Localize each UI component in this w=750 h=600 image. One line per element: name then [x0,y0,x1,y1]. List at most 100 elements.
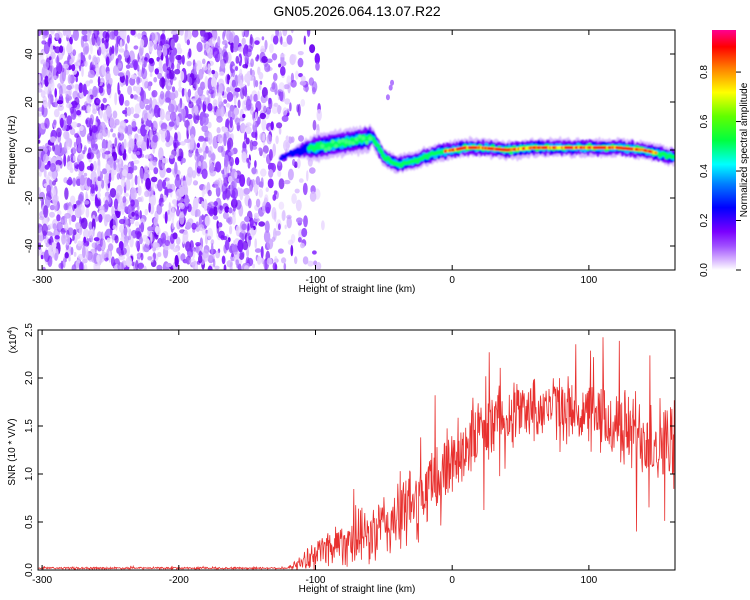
noise-blob [78,161,85,172]
noise-blob [255,198,261,208]
noise-blob [124,206,129,213]
noise-blob [182,229,189,241]
noise-blob [180,174,184,187]
noise-blob [102,168,108,175]
noise-blob [187,125,191,135]
noise-blob [38,88,43,93]
noise-blob [74,206,82,219]
noise-blob [148,103,153,114]
noise-blob [65,234,71,246]
noise-blob [217,36,221,47]
noise-blob [174,161,178,175]
noise-blob [171,218,175,230]
noise-blob [287,239,294,246]
noise-blob [273,102,279,107]
noise-blob [229,156,234,167]
noise-blob [203,150,207,160]
noise-blob [127,85,133,96]
noise-blob [194,105,199,116]
noise-blob [258,72,264,80]
noise-blob [234,171,238,179]
noise-blob [161,128,167,139]
noise-blob [106,50,109,55]
noise-blob [190,134,195,145]
noise-blob [38,139,41,144]
noise-blob [266,58,273,64]
noise-blob [253,212,260,219]
noise-blob [279,53,286,58]
noise-blob [259,112,266,120]
noise-blob [309,167,316,174]
noise-blob [116,36,119,48]
noise-blob [160,232,167,244]
noise-blob [172,199,178,205]
noise-blob [89,192,97,202]
noise-blob [72,30,79,41]
noise-blob [187,166,194,178]
figure-title: GN05.2026.064.13.07.R22 [273,3,441,19]
noise-blob [300,99,306,107]
noise-blob [49,136,57,143]
noise-blob [217,145,224,153]
noise-blob [139,39,145,48]
noise-blob [247,161,251,169]
noise-blob [150,232,153,244]
noise-blob [64,30,72,38]
y-tick-label: 2.0 [24,371,35,385]
noise-blob [286,216,292,229]
noise-blob [113,30,119,37]
noise-blob [88,229,93,239]
ridge-cell [279,157,284,161]
noise-blob [261,118,267,131]
noise-blob [81,105,87,111]
noise-blob [167,209,170,215]
noise-blob [131,211,135,217]
noise-blob [195,263,198,270]
noise-blob [156,264,163,270]
noise-blob [70,195,76,205]
noise-blob [204,76,209,89]
noise-blob [299,80,307,86]
noise-blob [264,220,270,233]
noise-blob [193,78,197,91]
noise-blob [47,74,54,85]
noise-blob [143,265,147,270]
noise-blob [119,39,123,49]
noise-blob [96,191,101,199]
noise-blob [48,56,52,61]
ridge-core-cell [344,139,349,144]
noise-blob [56,127,62,138]
noise-blob [274,230,281,236]
noise-blob [315,262,322,270]
noise-blob [49,211,55,218]
noise-blob [98,205,105,211]
noise-blob [85,207,90,218]
noise-blob [63,203,68,211]
noise-blob [237,263,242,270]
noise-blob [205,145,209,154]
noise-blob [213,201,218,207]
noise-blob [121,177,126,188]
noise-blob [72,155,76,162]
noise-blob [176,116,180,126]
noise-blob [273,72,278,82]
noise-blob [213,258,216,268]
noise-blob [222,39,227,44]
noise-blob [196,142,200,148]
noise-blob [287,168,294,181]
noise-blob [44,164,50,170]
noise-blob [53,119,57,126]
snr-ticks: -300 -200 -100 0 100 0.0 0.5 1.0 1.5 2.0 2.5 [24,323,675,586]
noise-blob [153,167,159,175]
noise-blob [262,145,269,154]
noise-blob [198,255,203,264]
noise-blob [255,100,262,112]
noise-blob [43,153,48,164]
noise-blob [226,165,230,174]
spectrogram-ridge [279,123,675,175]
noise-blob [238,232,243,238]
noise-blob [83,236,87,244]
noise-blob [245,98,252,111]
noise-blob [43,205,49,218]
